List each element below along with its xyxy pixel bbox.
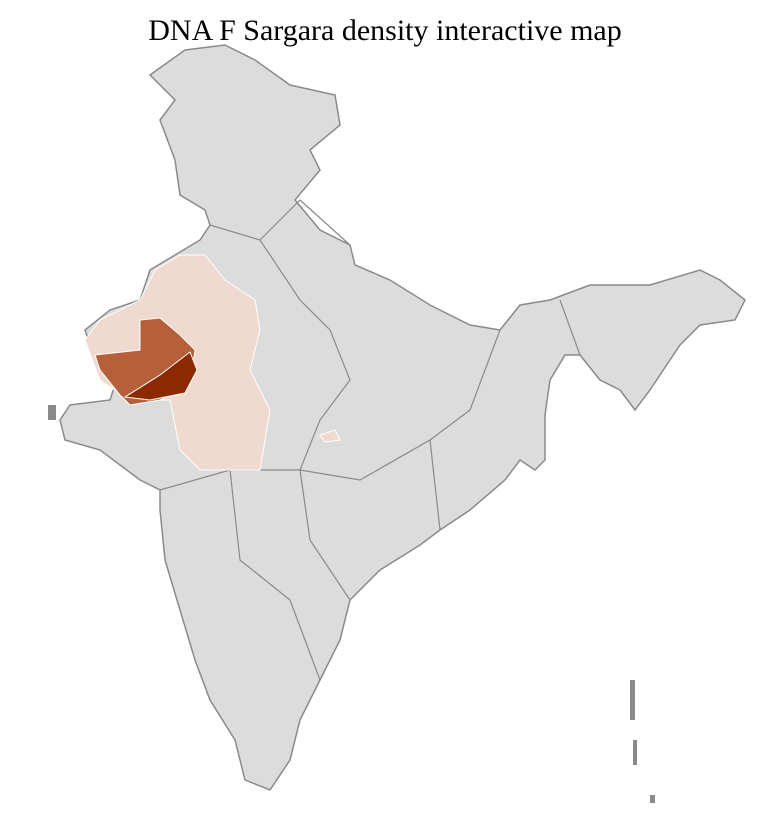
region-high-density[interactable] (123, 351, 198, 401)
islands (48, 405, 655, 803)
country-outline (59, 44, 746, 791)
map-title: DNA F Sargara density interactive map (148, 14, 622, 47)
region-low-density[interactable] (319, 429, 341, 443)
